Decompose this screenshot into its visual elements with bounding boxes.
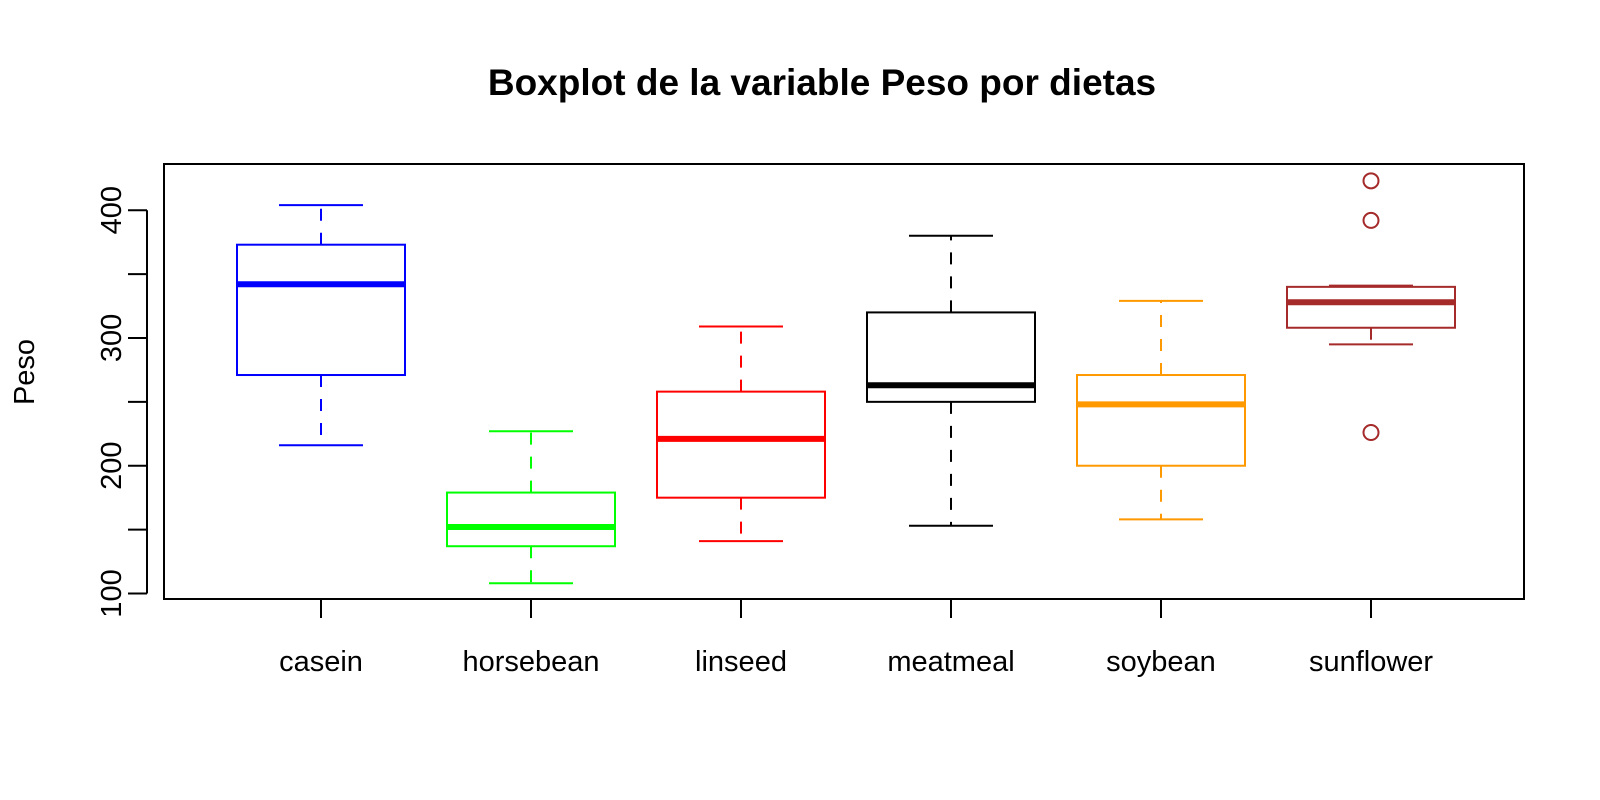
- x-tick-label-horsebean: horsebean: [462, 646, 599, 678]
- iqr-box: [656, 390, 826, 499]
- y-tick-label: 100: [96, 569, 128, 617]
- y-axis-label: Peso: [9, 339, 41, 405]
- outlier-point: [1362, 424, 1380, 442]
- box-linseed: [656, 325, 826, 543]
- x-tick-label-soybean: soybean: [1106, 646, 1216, 678]
- iqr-box: [1076, 374, 1246, 467]
- x-tick-label-linseed: linseed: [695, 646, 787, 678]
- y-tick-label: 300: [96, 314, 128, 362]
- chart-title: Boxplot de la variable Peso por dietas: [488, 62, 1156, 103]
- y-axis: 100 200 300 400: [96, 186, 148, 618]
- y-tick-label: 400: [96, 186, 128, 234]
- iqr-box: [446, 491, 616, 548]
- outlier-point: [1362, 172, 1380, 190]
- box-meatmeal: [866, 234, 1036, 527]
- x-tick-label-sunflower: sunflower: [1309, 646, 1433, 678]
- y-tick-label: 200: [96, 442, 128, 490]
- iqr-box: [1286, 285, 1456, 329]
- box-sunflower: [1286, 172, 1456, 442]
- iqr-box: [236, 243, 406, 377]
- iqr-box: [866, 311, 1036, 403]
- box-casein: [236, 204, 406, 447]
- plot-frame: [163, 163, 1525, 600]
- x-axis: casein horsebean linseed meatmeal soybean sun…: [279, 599, 1433, 678]
- outlier-point: [1362, 211, 1380, 229]
- boxes: [236, 172, 1456, 585]
- x-tick-label-casein: casein: [279, 646, 363, 678]
- box-soybean: [1076, 299, 1246, 521]
- box-horsebean: [446, 430, 616, 585]
- x-tick-label-meatmeal: meatmeal: [887, 646, 1014, 678]
